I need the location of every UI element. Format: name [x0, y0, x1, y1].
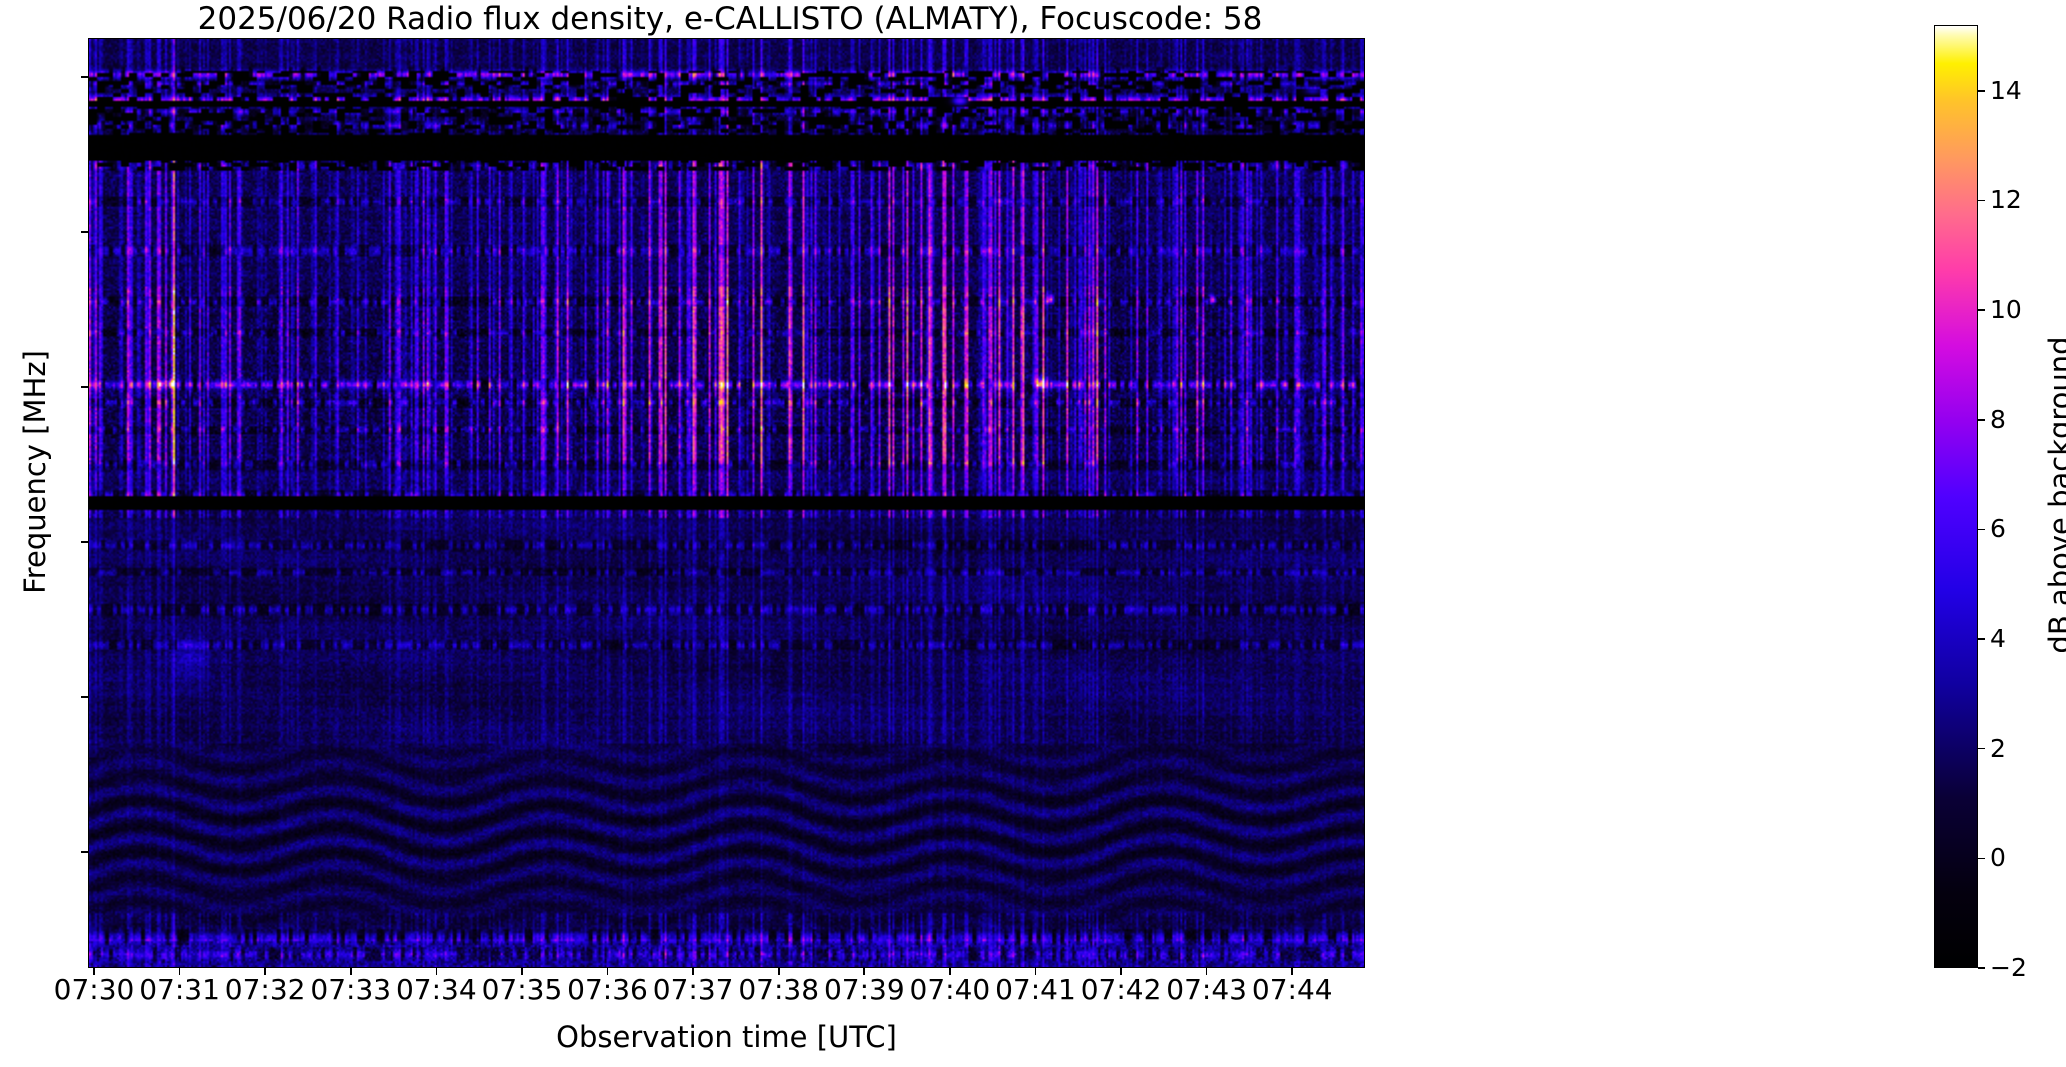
x-tick-mark — [521, 968, 523, 975]
x-tick-mark — [1034, 968, 1037, 975]
colorbar-tick-mark — [1978, 857, 1985, 860]
y-tick-mark — [81, 540, 88, 543]
x-tick-label: 07:44 — [1251, 973, 1333, 1006]
colorbar-tick-label: 6 — [1990, 514, 2006, 544]
colorbar-gradient — [1935, 26, 1977, 967]
spectrogram-image — [89, 39, 1364, 967]
x-tick-mark — [1120, 968, 1122, 975]
colorbar — [1934, 25, 1978, 968]
colorbar-label: dB above background — [2043, 336, 2066, 654]
x-tick-mark — [606, 968, 609, 975]
colorbar-tick-mark — [1978, 638, 1985, 640]
x-tick-mark — [1291, 968, 1294, 975]
spectrogram-plot-area — [88, 38, 1365, 968]
y-axis-ticks: 1601401201008060 — [0, 0, 88, 1067]
x-tick-label: 07:39 — [823, 973, 905, 1006]
x-tick-label: 07:35 — [481, 973, 563, 1006]
colorbar-tick-mark — [1978, 89, 1985, 92]
y-tick-mark — [81, 75, 88, 78]
x-tick-label: 07:34 — [395, 973, 477, 1006]
y-tick-mark — [81, 385, 88, 388]
colorbar-tick-label: 10 — [1990, 295, 2022, 325]
x-tick-label: 07:40 — [909, 973, 991, 1006]
x-tick-label: 07:32 — [224, 973, 306, 1006]
y-tick-mark — [81, 695, 88, 698]
x-tick-label: 07:38 — [738, 973, 820, 1006]
x-tick-label: 07:42 — [1080, 973, 1162, 1006]
colorbar-tick-mark — [1978, 747, 1985, 750]
y-tick-mark — [81, 850, 88, 853]
y-tick-mark — [81, 230, 88, 233]
x-tick-mark — [1205, 968, 1208, 975]
colorbar-tick-label: 4 — [1990, 624, 2006, 654]
colorbar-tick-label: 14 — [1990, 75, 2022, 105]
x-tick-label: 07:30 — [53, 973, 135, 1006]
x-tick-mark — [692, 968, 694, 975]
x-tick-label: 07:41 — [995, 973, 1076, 1006]
colorbar-tick-mark — [1978, 418, 1985, 421]
colorbar-tick-label: −2 — [1990, 953, 2027, 982]
x-tick-mark — [949, 968, 951, 975]
x-tick-label: 07:31 — [139, 973, 220, 1006]
page-title: 2025/06/20 Radio flux density, e-CALLIST… — [197, 1, 1263, 37]
colorbar-tick-label: 0 — [1990, 843, 2006, 873]
x-tick-mark — [93, 968, 95, 975]
x-tick-mark — [863, 968, 866, 975]
x-tick-mark — [264, 968, 266, 975]
colorbar-tick-label: 8 — [1990, 404, 2006, 434]
x-tick-mark — [777, 968, 780, 975]
colorbar-tick-mark — [1978, 199, 1985, 202]
x-tick-label: 07:43 — [1166, 973, 1247, 1006]
colorbar-tick-mark — [1978, 528, 1985, 531]
x-axis-label: Observation time [UTC] — [556, 1020, 897, 1054]
x-tick-mark — [435, 968, 438, 975]
colorbar-tick-mark — [1978, 309, 1985, 311]
x-tick-mark — [178, 968, 181, 975]
colorbar-tick-label: 12 — [1990, 185, 2022, 215]
x-tick-label: 07:37 — [652, 973, 734, 1006]
colorbar-tick-label: 2 — [1990, 733, 2006, 763]
x-tick-label: 07:36 — [567, 973, 648, 1006]
colorbar-tick-mark — [1978, 967, 1985, 969]
x-tick-mark — [349, 968, 352, 975]
x-tick-label: 07:33 — [310, 973, 392, 1006]
